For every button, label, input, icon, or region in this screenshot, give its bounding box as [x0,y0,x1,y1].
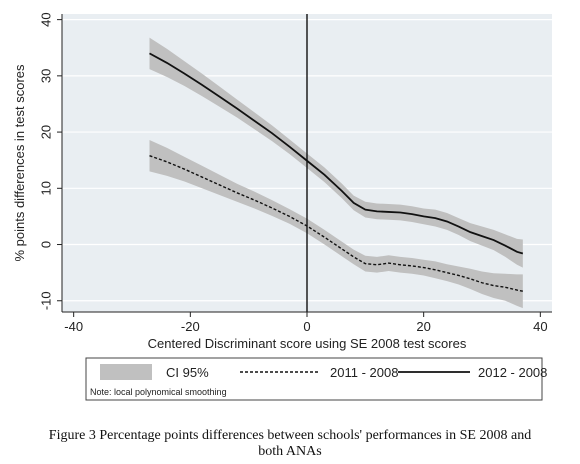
legend-note: Note: local polynomical smoothing [90,387,227,397]
y-tick-label: 10 [39,181,54,195]
legend: CI 95% 2011 - 2008 2012 - 2008 Note: loc… [85,357,547,401]
axes [57,14,552,317]
y-tick-label: 20 [39,125,54,139]
series-line [149,155,523,292]
caption-line-1: Figure 3 Percentage points differences b… [48,428,532,443]
x-tick-label: -20 [181,319,200,334]
y-axis-label: % points differences in test scores [12,64,27,262]
tick-labels: -10 0 10 20 30 40 -40 -20 0 20 40 [39,12,548,334]
ci-band [149,139,523,309]
x-axis-label: Centered Discriminant score using SE 200… [148,336,467,351]
caption-line-2: both ANAs [258,444,322,459]
x-tick-label: 0 [303,319,310,334]
figure-caption: Figure 3 Percentage points differences b… [0,428,580,460]
x-tick-label: -40 [64,319,83,334]
series-lines [149,52,524,292]
legend-box [85,357,543,401]
legend-ci-swatch [100,364,152,380]
chart: -10 0 10 20 30 40 -40 -20 0 20 40 Centered Discrim… [12,12,552,401]
y-tick-label: -10 [39,291,54,310]
x-tick-label: 20 [416,319,430,334]
legend-2012-label: 2012 - 2008 [478,365,547,380]
y-tick-label: 30 [39,69,54,83]
ci-bands [149,37,523,309]
ci-band [149,37,523,268]
legend-ci-label: CI 95% [166,365,209,380]
x-tick-label: 40 [533,319,547,334]
series-line [149,52,524,255]
y-tick-label: 40 [39,12,54,26]
legend-2011-label: 2011 - 2008 [330,365,398,380]
y-tick-label: 0 [39,241,54,248]
